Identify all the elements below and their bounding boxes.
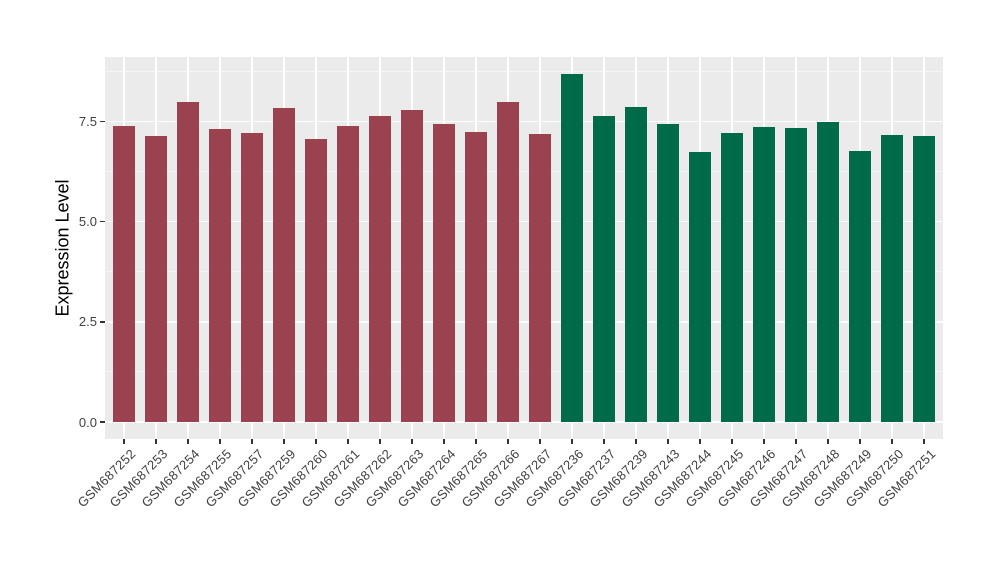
x-tick-mark xyxy=(507,439,509,444)
y-tick-label: 0.0 xyxy=(78,414,97,430)
x-tick-mark xyxy=(187,439,189,444)
gridline-minor xyxy=(105,271,943,273)
bar-GSM687261 xyxy=(336,126,360,422)
x-tick-mark xyxy=(411,439,413,444)
bar-GSM687262 xyxy=(368,116,392,422)
gridline-major xyxy=(105,220,943,223)
x-tick-mark xyxy=(731,439,733,444)
x-tick-mark xyxy=(283,439,285,444)
bar-GSM687266 xyxy=(496,101,520,422)
y-tick-label: 2.5 xyxy=(78,314,97,330)
bar-GSM687247 xyxy=(784,127,808,422)
y-tick-mark xyxy=(100,321,105,323)
bar-GSM687244 xyxy=(688,151,712,422)
bar-GSM687267 xyxy=(528,134,552,422)
y-tick-label: 7.5 xyxy=(78,113,97,129)
gridline-major xyxy=(105,421,943,423)
x-tick-mark xyxy=(635,439,637,444)
x-tick-mark xyxy=(859,439,861,444)
bar-GSM687253 xyxy=(144,135,168,422)
x-tick-mark xyxy=(923,439,925,444)
x-tick-mark xyxy=(155,439,157,444)
bars xyxy=(105,57,943,439)
gridline-minor xyxy=(105,70,943,72)
bar-GSM687255 xyxy=(208,128,232,422)
x-tick-mark xyxy=(571,439,573,444)
x-tick-mark xyxy=(827,439,829,444)
x-tick-mark xyxy=(667,439,669,444)
plot-panel xyxy=(105,57,943,439)
x-tick-mark xyxy=(475,439,477,444)
bar-GSM687246 xyxy=(752,127,776,422)
x-tick-mark xyxy=(763,439,765,444)
bar-GSM687259 xyxy=(272,107,296,422)
bar-GSM687251 xyxy=(912,135,935,422)
bar-GSM687250 xyxy=(880,135,903,422)
x-tick-mark xyxy=(891,439,893,444)
bar-GSM687239 xyxy=(624,107,648,422)
bar-GSM687263 xyxy=(400,109,424,422)
x-tick-mark xyxy=(123,439,125,444)
x-tick-mark xyxy=(315,439,317,444)
gridline-major xyxy=(105,321,943,323)
gridline-major xyxy=(105,120,943,123)
x-tick-mark xyxy=(539,439,541,444)
bar-GSM687260 xyxy=(304,138,328,422)
x-tick-mark xyxy=(251,439,253,444)
bar-GSM687237 xyxy=(592,115,616,422)
y-tick-mark xyxy=(100,421,105,423)
x-tick-mark xyxy=(347,439,349,444)
y-tick-label: 5.0 xyxy=(78,214,97,230)
y-tick-mark xyxy=(100,220,105,223)
bar-GSM687248 xyxy=(816,121,840,422)
bar-GSM687257 xyxy=(240,133,264,422)
bar-GSM687249 xyxy=(848,151,872,422)
x-tick-mark xyxy=(603,439,605,444)
gridline-minor xyxy=(105,171,943,173)
y-tick-mark xyxy=(100,120,105,123)
bar-GSM687245 xyxy=(720,133,744,422)
bar-GSM687264 xyxy=(432,124,456,422)
x-tick-mark xyxy=(219,439,221,444)
x-tick-mark xyxy=(379,439,381,444)
gridline-minor xyxy=(105,371,943,373)
x-tick-mark xyxy=(699,439,701,444)
y-axis-title: Expression Level xyxy=(52,179,73,317)
bar-GSM687243 xyxy=(656,123,680,422)
x-tick-mark xyxy=(443,439,445,444)
bar-GSM687252 xyxy=(112,125,136,422)
bar-GSM687265 xyxy=(464,131,488,422)
bar-GSM687236 xyxy=(560,74,584,422)
x-tick-mark xyxy=(795,439,797,444)
bar-GSM687254 xyxy=(176,101,200,422)
